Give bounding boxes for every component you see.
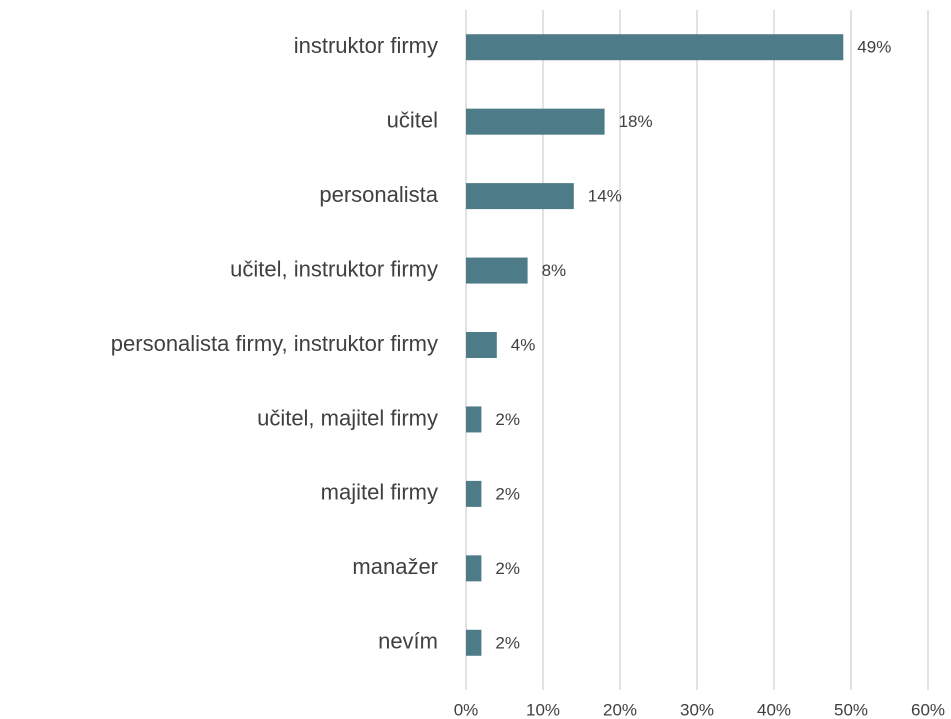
value-label: 2% — [495, 559, 520, 578]
y-tick-label: manažer — [352, 554, 438, 579]
bar — [466, 332, 497, 358]
y-tick-label: nevím — [378, 629, 438, 654]
x-tick-label: 30% — [680, 700, 714, 719]
y-tick-label: učitel — [387, 107, 438, 132]
value-label: 18% — [619, 112, 653, 131]
value-label: 2% — [495, 484, 520, 503]
value-label: 14% — [588, 187, 622, 206]
x-tick-label: 10% — [526, 700, 560, 719]
bar — [466, 480, 482, 507]
y-tick-label: personalista firmy, instruktor firmy — [111, 331, 438, 356]
bar — [466, 257, 528, 284]
bar — [466, 406, 482, 433]
value-label: 2% — [495, 633, 520, 652]
y-tick-label: majitel firmy — [321, 480, 438, 505]
value-label: 2% — [495, 410, 520, 429]
x-tick-label: 50% — [834, 700, 868, 719]
value-label: 8% — [542, 261, 567, 280]
x-tick-label: 60% — [911, 700, 945, 719]
bar — [466, 108, 605, 135]
value-label: 49% — [857, 38, 891, 57]
x-tick-label: 40% — [757, 700, 791, 719]
bar — [466, 555, 482, 582]
y-tick-label: učitel, instruktor firmy — [230, 256, 438, 281]
y-tick-label: instruktor firmy — [294, 33, 438, 58]
bar — [466, 34, 844, 61]
bar — [466, 629, 482, 656]
y-tick-label: učitel, majitel firmy — [257, 405, 438, 430]
value-label: 4% — [511, 335, 536, 354]
x-tick-label: 20% — [603, 700, 637, 719]
bar — [466, 183, 574, 210]
x-tick-label: 0% — [454, 700, 479, 719]
y-tick-label: personalista — [319, 182, 438, 207]
